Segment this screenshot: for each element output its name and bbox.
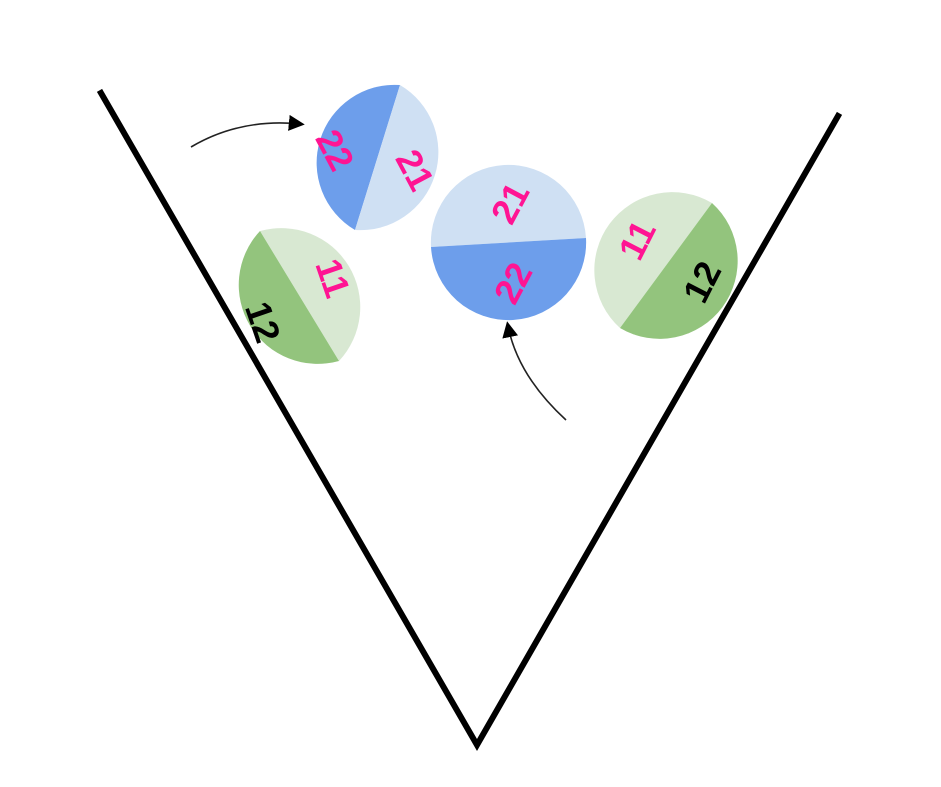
disc-green-right-dark-half xyxy=(620,203,738,339)
arrow-to-blue-middle xyxy=(502,321,567,421)
disc-blue-middle: 21 22 xyxy=(430,164,587,321)
disc-green-right-light-half xyxy=(594,192,712,328)
disc-green-left-dark-half xyxy=(238,231,339,364)
disc-blue-top: 22 21 xyxy=(307,84,443,231)
disc-blue-middle-dark-half xyxy=(431,238,587,321)
disc-green-left-light-half xyxy=(260,228,361,361)
disc-green-left: 11 12 xyxy=(237,228,361,364)
disc-blue-top-dark-half xyxy=(316,84,400,230)
disc-blue-top-light-half xyxy=(355,85,439,231)
funnel-outline xyxy=(96,88,843,752)
disc-blue-middle-light-half xyxy=(430,164,586,247)
arrow-to-blue-top xyxy=(190,114,305,148)
disc-green-right: 11 12 xyxy=(594,192,738,339)
